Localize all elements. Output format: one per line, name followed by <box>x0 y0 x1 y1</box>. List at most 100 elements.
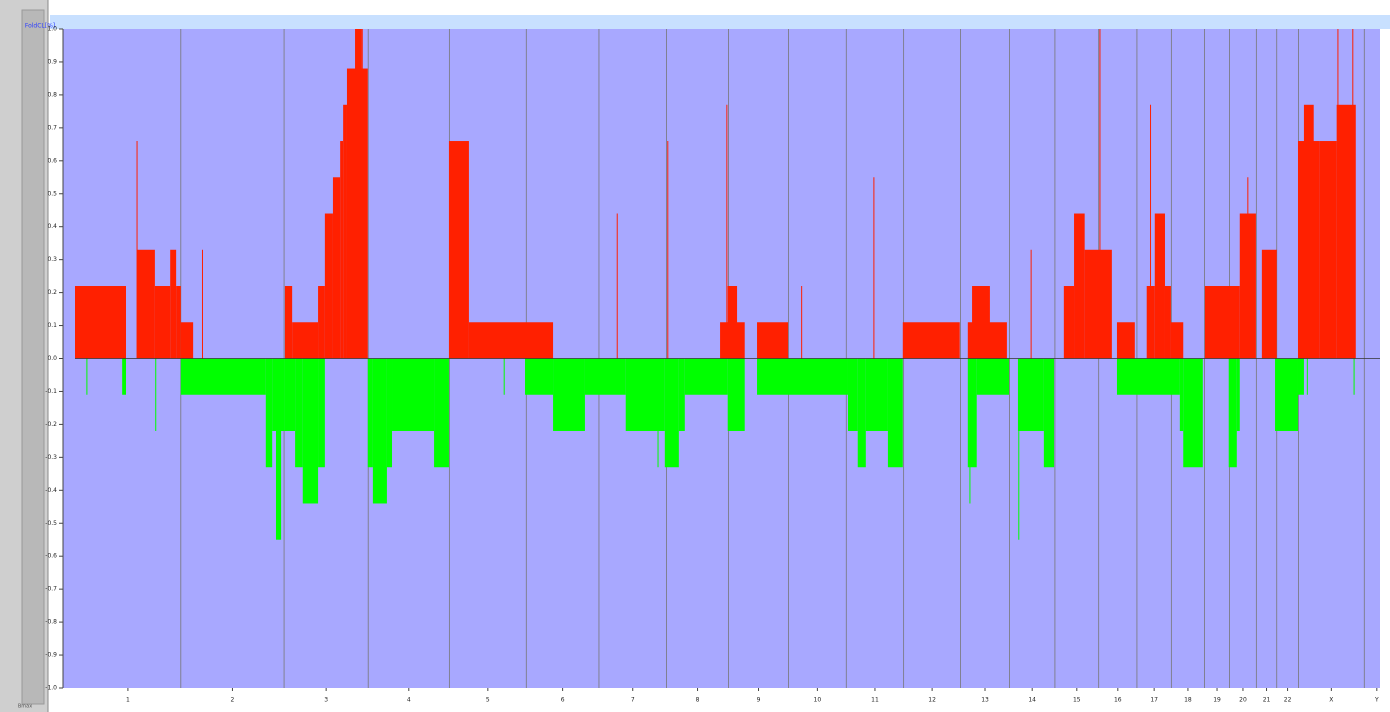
segment <box>176 286 181 359</box>
segment <box>1074 213 1085 359</box>
segment <box>1164 286 1171 359</box>
segment <box>180 322 194 359</box>
x-tick-label: 12 <box>928 697 936 704</box>
x-tick-label: 10 <box>814 697 822 704</box>
segment <box>1336 104 1356 359</box>
segment <box>1063 286 1075 359</box>
top-strip <box>50 15 1390 29</box>
x-tick-label: 14 <box>1028 697 1036 704</box>
segment <box>343 104 347 359</box>
segment <box>1228 358 1237 468</box>
x-tick-label: 8 <box>696 697 700 704</box>
segment <box>1116 358 1180 395</box>
y-tick-label: 0.4 <box>47 223 57 230</box>
segment <box>275 358 282 540</box>
segment <box>392 358 435 431</box>
segment <box>972 286 990 359</box>
segment <box>727 286 738 359</box>
segment <box>265 358 273 468</box>
segment <box>1179 358 1184 431</box>
segment <box>757 358 848 395</box>
x-tick-label: 1 <box>126 697 130 704</box>
segment <box>1170 322 1184 359</box>
x-tick-label: 2 <box>231 697 235 704</box>
segment <box>367 358 373 468</box>
segment <box>386 358 393 468</box>
y-tick-label: 0.0 <box>47 355 57 362</box>
x-tick-label: 5 <box>486 697 490 704</box>
x-tick-label: 4 <box>407 697 411 704</box>
segment <box>318 286 325 359</box>
x-tick-label: 13 <box>981 697 989 704</box>
segment <box>1154 213 1165 359</box>
segment <box>292 322 319 359</box>
segment <box>525 358 554 395</box>
y-tick-label: -0.7 <box>45 586 57 593</box>
segment <box>1096 249 1112 359</box>
y-tick-label: 0.8 <box>47 91 57 98</box>
y-tick-label: -0.3 <box>45 454 57 461</box>
segment <box>434 358 449 468</box>
y-tick-label: 0.7 <box>47 124 57 131</box>
segment <box>847 358 858 431</box>
y-tick-label: 1.0 <box>47 26 57 33</box>
segment <box>1116 322 1135 359</box>
segment <box>75 286 126 359</box>
x-tick-label: 21 <box>1263 697 1271 704</box>
segment <box>976 358 1010 395</box>
segment <box>1236 358 1240 431</box>
y-tick-label: -0.9 <box>45 652 57 659</box>
segment <box>887 358 903 468</box>
segment <box>1319 141 1337 359</box>
segment <box>967 358 977 468</box>
segment <box>678 358 685 431</box>
segment <box>332 177 341 359</box>
x-tick-label: 3 <box>324 697 328 704</box>
x-tick-label: 7 <box>631 697 635 704</box>
x-tick-label: 20 <box>1239 697 1247 704</box>
segment <box>318 358 325 468</box>
segment <box>1043 358 1055 468</box>
y-tick-label: 0.5 <box>47 190 57 197</box>
segment <box>284 286 293 359</box>
x-tick-label: Y <box>1374 697 1379 704</box>
y-tick-label: 0.1 <box>47 322 57 329</box>
segment <box>902 322 960 359</box>
segment <box>122 358 126 395</box>
y-tick-label: 0.6 <box>47 157 57 164</box>
x-tick-label: 16 <box>1114 697 1122 704</box>
segment <box>584 358 626 395</box>
segment <box>137 249 155 359</box>
segment <box>284 358 296 431</box>
segment <box>1303 104 1314 359</box>
segment <box>857 358 866 468</box>
segment <box>355 29 362 359</box>
y-tick-label: -0.2 <box>45 421 57 428</box>
segment <box>1183 358 1203 468</box>
y-tick-label: -1.0 <box>45 685 57 692</box>
y-tick-label: -0.1 <box>45 388 57 395</box>
scale-slider[interactable] <box>21 9 45 705</box>
x-tick-label: X <box>1329 697 1333 704</box>
segment <box>1084 249 1097 359</box>
segment <box>302 358 319 504</box>
segment <box>1204 286 1240 359</box>
segment <box>625 358 665 431</box>
segment <box>1297 358 1304 395</box>
segment <box>1146 286 1155 359</box>
segment <box>448 141 469 359</box>
segment <box>170 249 177 359</box>
y-tick-label: -0.8 <box>45 619 57 626</box>
segment <box>1239 213 1256 359</box>
segment <box>154 286 171 359</box>
x-tick-label: 17 <box>1150 697 1158 704</box>
segment <box>757 322 789 359</box>
segment <box>180 358 266 395</box>
segment <box>1261 249 1277 359</box>
segment <box>684 358 728 395</box>
segment <box>1017 358 1044 431</box>
x-tick-label: 19 <box>1213 697 1221 704</box>
segment <box>468 322 554 359</box>
segment <box>295 358 303 468</box>
